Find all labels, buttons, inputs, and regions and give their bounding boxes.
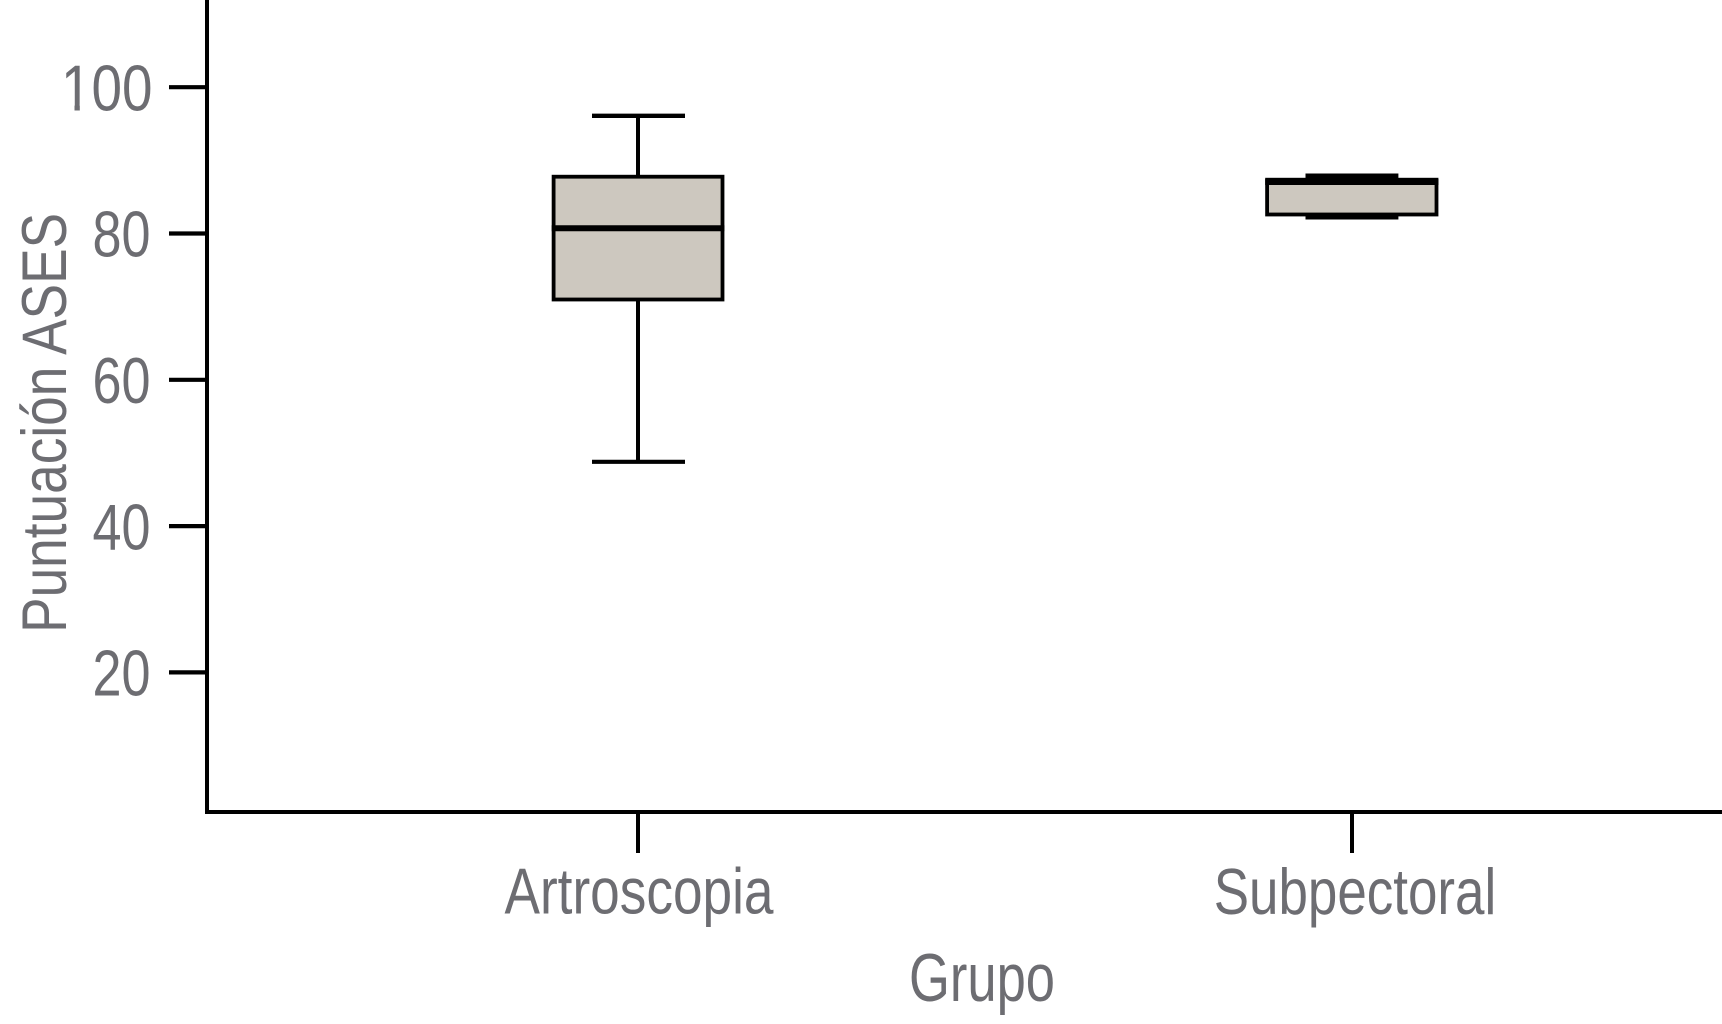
svg-text:Grupo: Grupo <box>909 940 1055 1016</box>
svg-text:100: 100 <box>61 51 153 124</box>
svg-text:60: 60 <box>93 344 151 417</box>
svg-text:20: 20 <box>93 637 151 710</box>
svg-text:80: 80 <box>93 198 151 271</box>
svg-text:Subpectoral: Subpectoral <box>1214 855 1497 928</box>
svg-text:Puntuación ASES: Puntuación ASES <box>10 213 80 633</box>
svg-text:Artroscopia: Artroscopia <box>505 855 775 928</box>
svg-text:40: 40 <box>93 490 151 563</box>
